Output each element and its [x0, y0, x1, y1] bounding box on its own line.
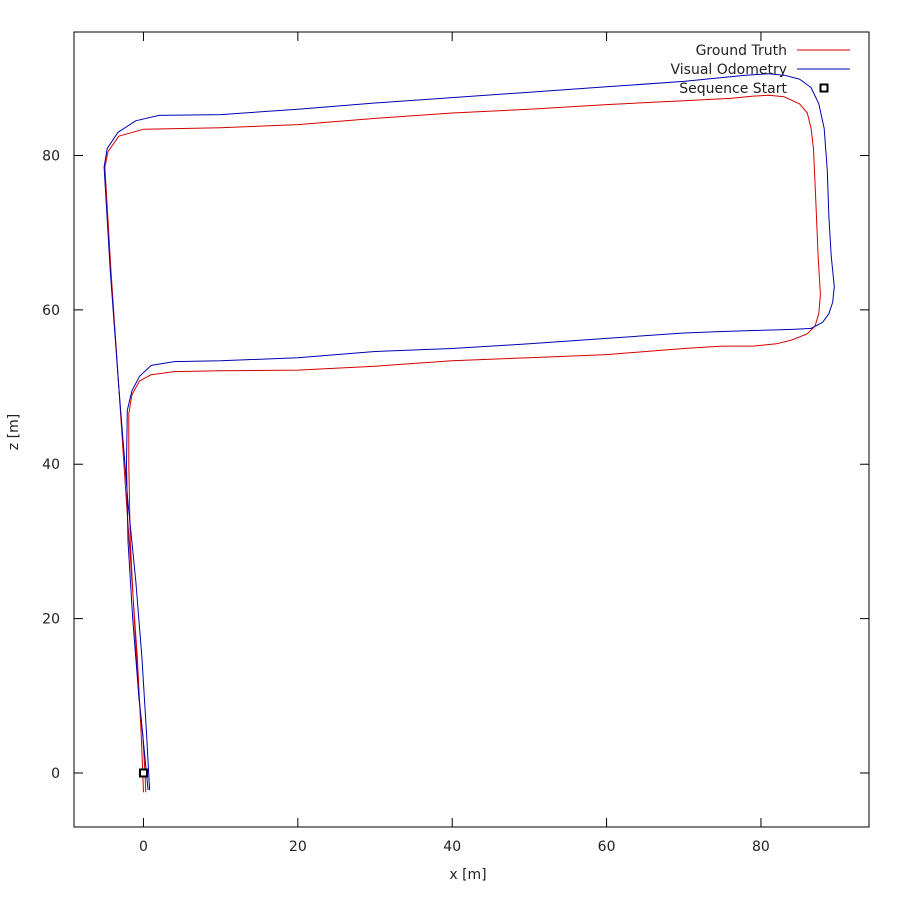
x-ticks: 0 20 40 60 80 — [139, 32, 770, 855]
x-tick-label: 20 — [289, 839, 307, 855]
legend-label-ground-truth: Ground Truth — [696, 43, 787, 59]
series-layer — [103, 73, 835, 793]
marker-layer — [138, 768, 148, 778]
y-tick-label: 20 — [42, 612, 60, 628]
legend-label-visual-odometry: Visual Odometry — [671, 62, 788, 78]
sequence-start-marker — [138, 768, 148, 778]
legend: Ground Truth Visual Odometry Sequence Star… — [671, 43, 850, 97]
x-tick-label: 60 — [598, 839, 616, 855]
plot-frame — [73, 31, 870, 828]
y-ticks: 0 20 40 60 80 — [42, 148, 869, 782]
y-axis-title: z [m] — [6, 414, 22, 450]
x-tick-label: 0 — [139, 839, 148, 855]
x-tick-label: 80 — [752, 839, 770, 855]
y-tick-label: 60 — [42, 303, 60, 319]
series-line-ground-truth — [104, 94, 821, 793]
x-tick-label: 40 — [443, 839, 461, 855]
x-axis-title: x [m] — [449, 867, 486, 883]
y-tick-label: 40 — [42, 457, 60, 473]
legend-swatch-sequence-start — [819, 83, 829, 93]
y-tick-label: 0 — [51, 766, 60, 782]
y-tick-label: 80 — [42, 148, 60, 164]
legend-label-sequence-start: Sequence Start — [679, 81, 787, 97]
series-line-visual-odometry — [103, 73, 835, 791]
